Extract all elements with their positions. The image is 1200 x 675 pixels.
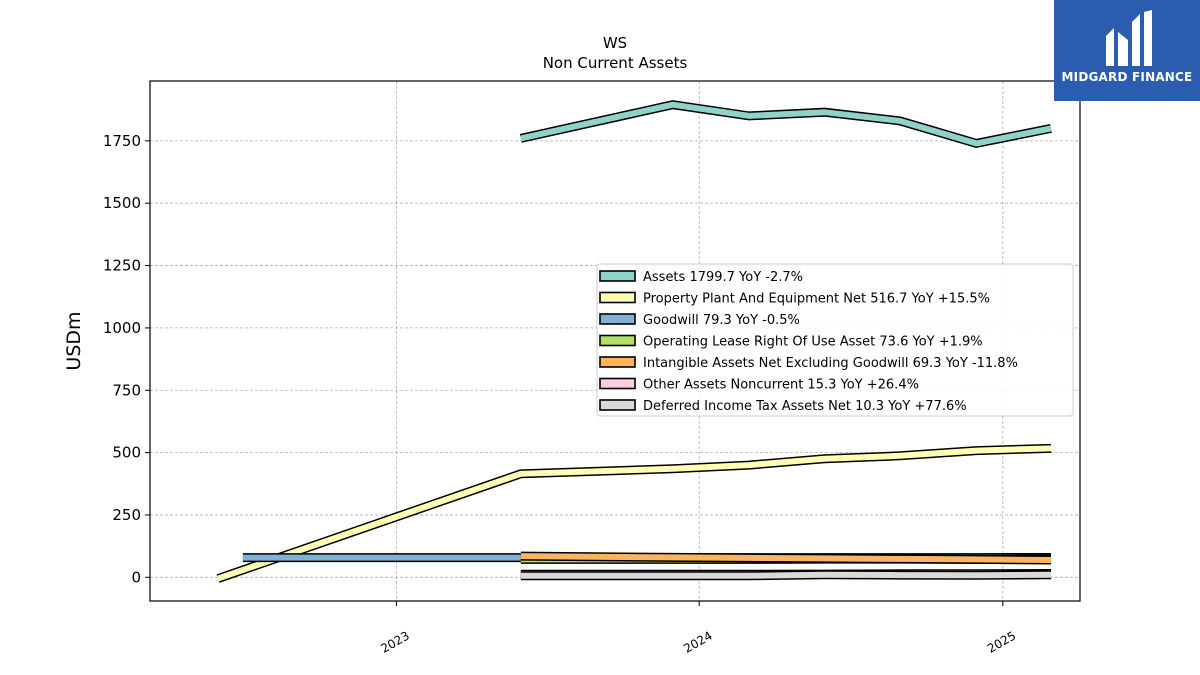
- y-tick-label: 500: [112, 444, 141, 462]
- midgard-logo-icon: [1106, 10, 1152, 66]
- series-line-1: [217, 445, 1052, 582]
- x-tick-label: 2023: [378, 628, 411, 655]
- legend-entry-6: Deferred Income Tax Assets Net 10.3 YoY …: [643, 399, 967, 414]
- legend-swatch-6: [599, 399, 636, 411]
- legend-swatch-2: [599, 313, 636, 325]
- legend-entry-2: Goodwill 79.3 YoY -0.5%: [643, 313, 800, 328]
- legend-swatch-3: [599, 334, 636, 347]
- legend-box: [596, 263, 1074, 417]
- legend-entry-5: Other Assets Noncurrent 15.3 YoY +26.4%: [643, 378, 919, 393]
- plot-frame: [149, 80, 1081, 602]
- legend-entry-3: Operating Lease Right Of Use Asset 73.6 …: [643, 335, 983, 350]
- y-tick-label: 1250: [103, 257, 141, 275]
- legend-swatch-0: [599, 270, 636, 282]
- legend-swatch-1: [599, 291, 636, 304]
- series-line-0: [520, 101, 1052, 147]
- y-tick-label: 1500: [103, 194, 141, 212]
- chart-subtitle: Non Current Assets: [543, 54, 688, 72]
- x-tick-label: 2025: [985, 628, 1018, 655]
- y-tick-label: 0: [131, 568, 141, 586]
- y-tick-label: 1000: [103, 319, 141, 337]
- series-line-4: [520, 553, 1052, 563]
- legend-swatch-4: [599, 356, 636, 368]
- midgard-finance-logo: MIDGARD FINANCE: [1054, 0, 1200, 101]
- series-line-6: [520, 571, 1052, 579]
- legend-swatch-5: [599, 377, 636, 390]
- x-tick-label: 2024: [681, 628, 714, 655]
- legend-entry-4: Intangible Assets Net Excluding Goodwill…: [643, 356, 1018, 371]
- y-tick-label: 750: [112, 381, 141, 399]
- y-tick-label: 250: [112, 506, 141, 524]
- logo-text: MIDGARD FINANCE: [1061, 70, 1193, 84]
- series-line-outline-0: [519, 100, 1052, 149]
- y-axis-label: USDm: [63, 311, 85, 370]
- y-tick-label: 1750: [103, 132, 141, 150]
- legend-entry-0: Assets 1799.7 YoY -2.7%: [643, 270, 803, 285]
- chart-title: WS: [603, 34, 627, 52]
- legend-entry-1: Property Plant And Equipment Net 516.7 Y…: [643, 292, 990, 307]
